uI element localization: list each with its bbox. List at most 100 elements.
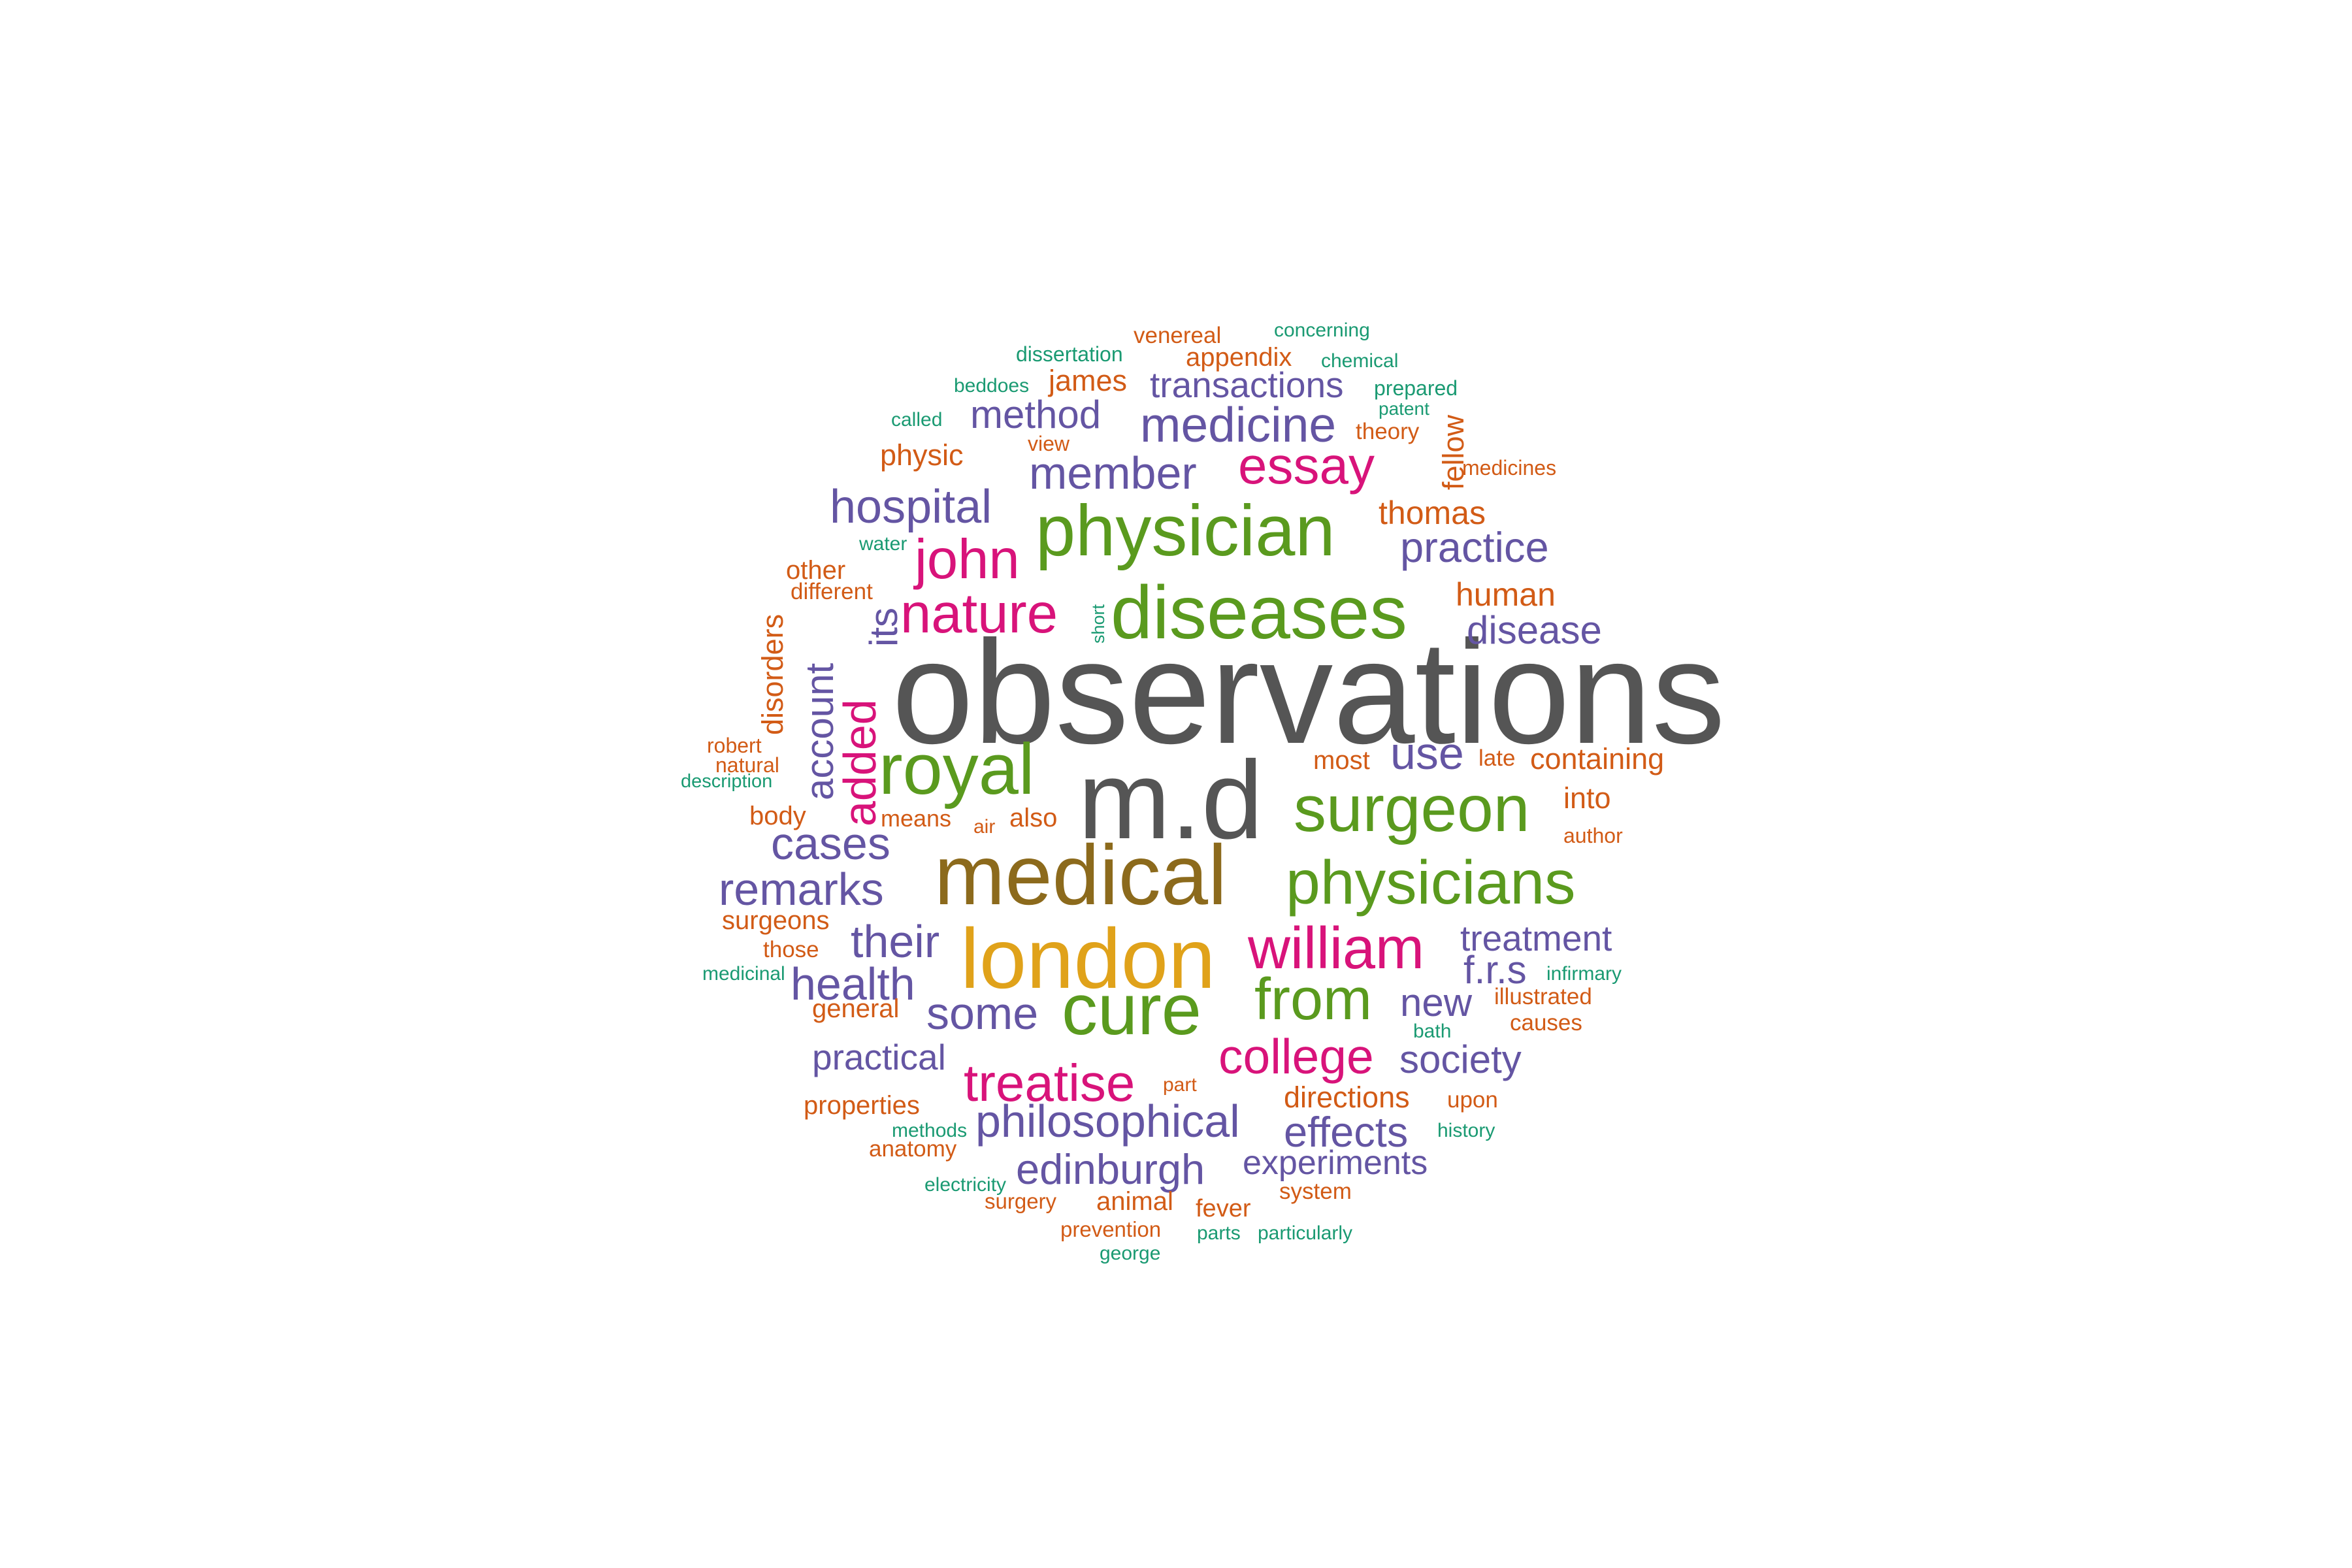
word-new: new [1400,981,1473,1024]
word-their: their [851,916,939,967]
word-those: those [763,937,819,962]
word-general: general [812,994,899,1023]
word-health: health [791,958,915,1009]
word-physic: physic [880,438,964,472]
word-causes: causes [1510,1010,1582,1036]
word-practical: practical [812,1037,946,1077]
word-part: part [1163,1074,1197,1096]
word-venereal: venereal [1134,323,1221,348]
word-system: system [1279,1179,1352,1204]
word-medicine: medicine [1140,397,1336,452]
word-george: george [1100,1243,1160,1264]
word-into: into [1563,781,1611,815]
word-medicinal: medicinal [702,963,785,985]
word-remarks: remarks [719,864,884,915]
word-cases: cases [771,818,890,869]
word-treatment: treatment [1460,918,1612,958]
word-nature: nature [900,583,1058,645]
word-physician: physician [1036,491,1335,571]
word-f-r-s: f.r.s [1463,948,1527,992]
word-bath: bath [1413,1021,1451,1042]
word-observations: observations [892,610,1725,774]
word-fever: fever [1196,1195,1251,1222]
word-practice: practice [1400,523,1549,571]
word-member: member [1029,448,1197,498]
word-water: water [858,533,907,555]
word-cure: cure [1062,970,1201,1050]
word-treatise: treatise [964,1054,1135,1112]
word-air: air [973,816,995,838]
word-medical: medical [934,827,1227,923]
word-dissertation: dissertation [1016,342,1123,366]
word-directions: directions [1284,1081,1410,1114]
word-prevention: prevention [1060,1217,1161,1241]
word-method: method [970,393,1101,436]
word-particularly: particularly [1258,1222,1352,1244]
word-added: added [834,699,885,826]
word-james: james [1047,364,1127,397]
word-patent: patent [1379,399,1429,419]
word-properties: properties [804,1091,920,1120]
word-description: description [681,771,772,792]
word-view: view [1028,432,1070,455]
word-short: short [1088,604,1108,644]
word-philosophical: philosophical [975,1096,1240,1147]
word-thomas: thomas [1379,495,1486,531]
word-hospital: hospital [830,481,992,533]
word-william: william [1247,916,1424,981]
word-diseases: diseases [1111,571,1407,655]
word-most: most [1313,746,1370,775]
word-college: college [1218,1029,1374,1084]
word-different: different [791,579,873,604]
word-late: late [1478,745,1515,771]
word-human: human [1456,576,1556,613]
word-chemical: chemical [1321,350,1398,372]
word-experiments: experiments [1243,1144,1428,1182]
word-royal: royal [879,729,1034,809]
word-essay: essay [1238,436,1375,495]
word-natural: natural [715,753,779,777]
word-physicians: physicians [1286,848,1576,917]
word-also: also [1009,804,1057,832]
word-transactions: transactions [1150,365,1344,405]
word-animal: animal [1096,1187,1173,1216]
word-illustrated: illustrated [1494,984,1592,1009]
word-other: other [786,556,845,585]
word-its: its [862,608,906,647]
word-means: means [881,805,951,832]
word-m-d: m.d [1078,738,1263,862]
word-beddoes: beddoes [954,375,1029,397]
word-surgery: surgery [985,1189,1057,1213]
word-edinburgh: edinburgh [1016,1145,1205,1193]
word-society: society [1399,1037,1522,1081]
word-fellow: fellow [1437,414,1470,490]
word-concerning: concerning [1274,319,1370,341]
word-upon: upon [1447,1087,1498,1113]
word-methods: methods [892,1120,967,1141]
word-containing: containing [1530,742,1664,776]
word-use: use [1390,728,1464,779]
word-appendix: appendix [1186,343,1292,372]
word-body: body [749,802,806,830]
word-history: history [1437,1120,1495,1141]
word-infirmary: infirmary [1546,963,1622,985]
word-parts: parts [1197,1222,1241,1244]
word-disease: disease [1467,608,1602,652]
word-effects: effects [1284,1108,1408,1156]
word-robert: robert [707,734,762,757]
word-john: john [913,529,1020,591]
word-account: account [798,663,841,800]
word-surgeon: surgeon [1294,772,1529,845]
word-called: called [891,409,942,431]
word-theory: theory [1356,419,1420,444]
word-some: some [926,988,1038,1039]
word-surgeons: surgeons [722,906,830,935]
word-disorders: disorders [756,614,789,735]
word-anatomy: anatomy [869,1136,957,1162]
word-prepared: prepared [1374,376,1458,400]
word-from: from [1254,967,1372,1032]
word-electricity: electricity [924,1174,1006,1196]
word-london: london [960,911,1215,1006]
word-medicines: medicines [1462,456,1556,480]
